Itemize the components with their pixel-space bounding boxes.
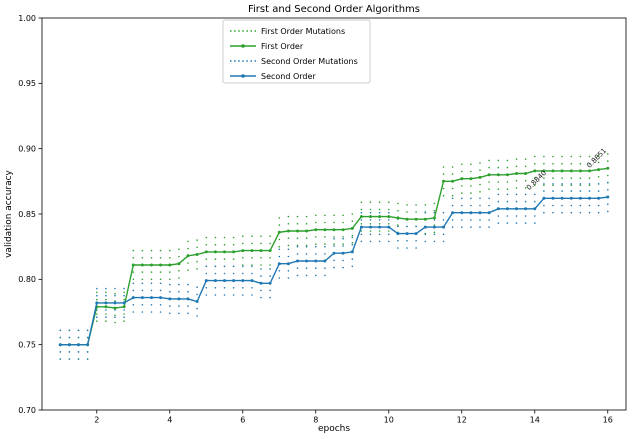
y-axis-label: validation accuracy — [4, 169, 14, 257]
legend-label: Second Order Mutations — [261, 57, 358, 66]
y-tick-label: 0.75 — [18, 340, 36, 349]
x-tick-label: 12 — [457, 416, 467, 425]
series-first-order — [58, 166, 610, 347]
legend: First Order Mutations First Order Second O… — [222, 19, 371, 84]
y-tick-label: 0.95 — [18, 79, 36, 88]
x-tick-label: 10 — [384, 416, 394, 425]
chart-title: First and Second Order Algorithms — [248, 4, 420, 15]
legend-label: Second Order — [261, 72, 316, 81]
legend-box — [222, 19, 371, 84]
x-tick-label: 8 — [313, 416, 318, 425]
legend-marker-sample — [241, 74, 245, 78]
series-second-order — [58, 195, 610, 347]
legend-label: First Order Mutations — [261, 27, 345, 36]
x-tick-label: 14 — [530, 416, 540, 425]
x-tick-label: 2 — [94, 416, 99, 425]
y-tick-label: 0.90 — [18, 144, 36, 153]
legend-marker-sample — [241, 44, 245, 48]
x-tick-label: 4 — [167, 416, 172, 425]
y-tick-label: 1.00 — [18, 14, 36, 23]
y-tick-label: 0.80 — [18, 275, 36, 284]
x-axis-label: epochs — [318, 424, 350, 434]
y-tick-label: 0.85 — [18, 210, 36, 219]
y-tick-label: 0.70 — [18, 406, 36, 415]
plot-area: 0.70 0.75 0.80 0.85 0.90 0.95 1.00 2 4 6 8 10 12 14 16… — [18, 14, 627, 425]
second-order-mutations — [59, 181, 609, 360]
legend-label: First Order — [261, 42, 304, 51]
x-tick-label: 6 — [240, 416, 245, 425]
x-tick-label: 16 — [603, 416, 613, 425]
